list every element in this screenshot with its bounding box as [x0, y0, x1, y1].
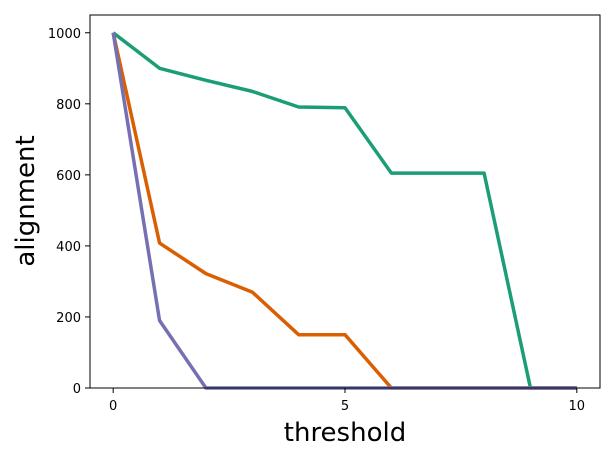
x-axis-title: threshold: [284, 418, 406, 448]
y-tick-label: 1000: [48, 27, 81, 42]
y-axis-ticks: 0 200 400 600 800 1000: [48, 27, 90, 397]
y-tick-label: 600: [56, 169, 81, 184]
x-axis-ticks: 0 5 10: [109, 388, 585, 414]
y-tick-label: 200: [56, 311, 81, 326]
series-layer: [111, 31, 577, 390]
y-tick-label: 400: [56, 240, 81, 255]
y-tick-label: 800: [56, 98, 81, 113]
x-tick-label: 5: [341, 399, 349, 414]
series-line-1: [112, 31, 577, 390]
x-tick-label: 0: [109, 399, 117, 414]
series-line-2: [111, 32, 577, 390]
y-tick-label: 0: [73, 382, 81, 397]
x-tick-label: 10: [569, 399, 586, 414]
y-axis-title: alignment: [11, 135, 41, 266]
